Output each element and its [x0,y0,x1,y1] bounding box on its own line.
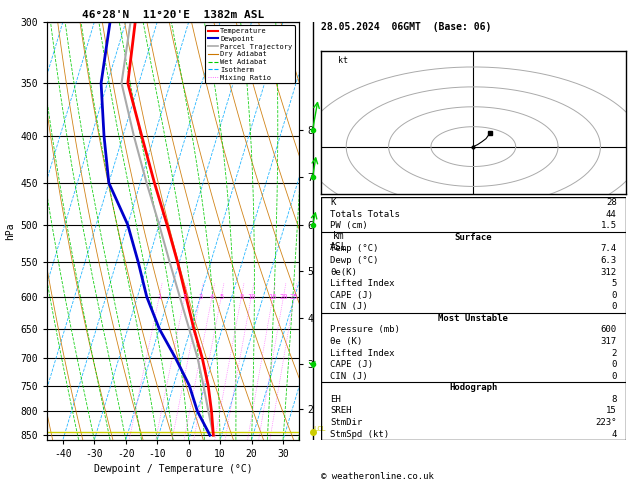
Text: 28: 28 [606,198,616,207]
Text: 7.4: 7.4 [601,244,616,253]
Text: θe (K): θe (K) [330,337,362,346]
Text: 5: 5 [219,294,223,300]
Text: 16: 16 [269,294,277,300]
Text: Temp (°C): Temp (°C) [330,244,378,253]
Text: θe(K): θe(K) [330,268,357,277]
Text: StmSpd (kt): StmSpd (kt) [330,430,389,438]
Text: 0: 0 [611,360,616,369]
Text: CIN (J): CIN (J) [330,372,367,381]
Y-axis label: hPa: hPa [5,222,15,240]
X-axis label: Dewpoint / Temperature (°C): Dewpoint / Temperature (°C) [94,465,252,474]
Text: LCL: LCL [313,426,326,432]
Text: 2: 2 [611,348,616,358]
Text: K: K [330,198,335,207]
Text: 6.3: 6.3 [601,256,616,265]
Text: 5: 5 [611,279,616,288]
Text: 0: 0 [611,302,616,311]
Text: Most Unstable: Most Unstable [438,314,508,323]
Text: 28.05.2024  06GMT  (Base: 06): 28.05.2024 06GMT (Base: 06) [321,22,491,32]
Text: CAPE (J): CAPE (J) [330,291,373,300]
Text: Pressure (mb): Pressure (mb) [330,326,400,334]
Text: Surface: Surface [455,233,492,242]
Text: CIN (J): CIN (J) [330,302,367,311]
Text: © weatheronline.co.uk: © weatheronline.co.uk [321,472,433,481]
Y-axis label: km
ASL: km ASL [330,231,347,252]
Text: kt: kt [338,56,348,65]
Text: 3: 3 [198,294,203,300]
Text: 8: 8 [239,294,243,300]
Text: 2: 2 [182,294,187,300]
Text: 1.5: 1.5 [601,221,616,230]
Text: 317: 317 [601,337,616,346]
Text: 25: 25 [290,294,298,300]
Text: Hodograph: Hodograph [449,383,498,392]
Text: PW (cm): PW (cm) [330,221,367,230]
Text: SREH: SREH [330,406,352,416]
Text: StmDir: StmDir [330,418,362,427]
Text: 1: 1 [157,294,161,300]
Text: 15: 15 [606,406,616,416]
Text: 223°: 223° [595,418,616,427]
Text: 4: 4 [210,294,214,300]
Text: 0: 0 [611,291,616,300]
Text: 0: 0 [611,372,616,381]
Text: 600: 600 [601,326,616,334]
Title: 46°28'N  11°20'E  1382m ASL: 46°28'N 11°20'E 1382m ASL [82,10,264,20]
Text: 8: 8 [611,395,616,404]
Text: Lifted Index: Lifted Index [330,279,394,288]
Text: 312: 312 [601,268,616,277]
Text: Totals Totals: Totals Totals [330,209,400,219]
Text: 20: 20 [279,294,287,300]
Legend: Temperature, Dewpoint, Parcel Trajectory, Dry Adiabat, Wet Adiabat, Isotherm, Mi: Temperature, Dewpoint, Parcel Trajectory… [205,25,295,83]
Text: Lifted Index: Lifted Index [330,348,394,358]
Text: 10: 10 [247,294,255,300]
Text: EH: EH [330,395,341,404]
Text: CAPE (J): CAPE (J) [330,360,373,369]
Text: 4: 4 [611,430,616,438]
Text: Dewp (°C): Dewp (°C) [330,256,378,265]
Text: 44: 44 [606,209,616,219]
